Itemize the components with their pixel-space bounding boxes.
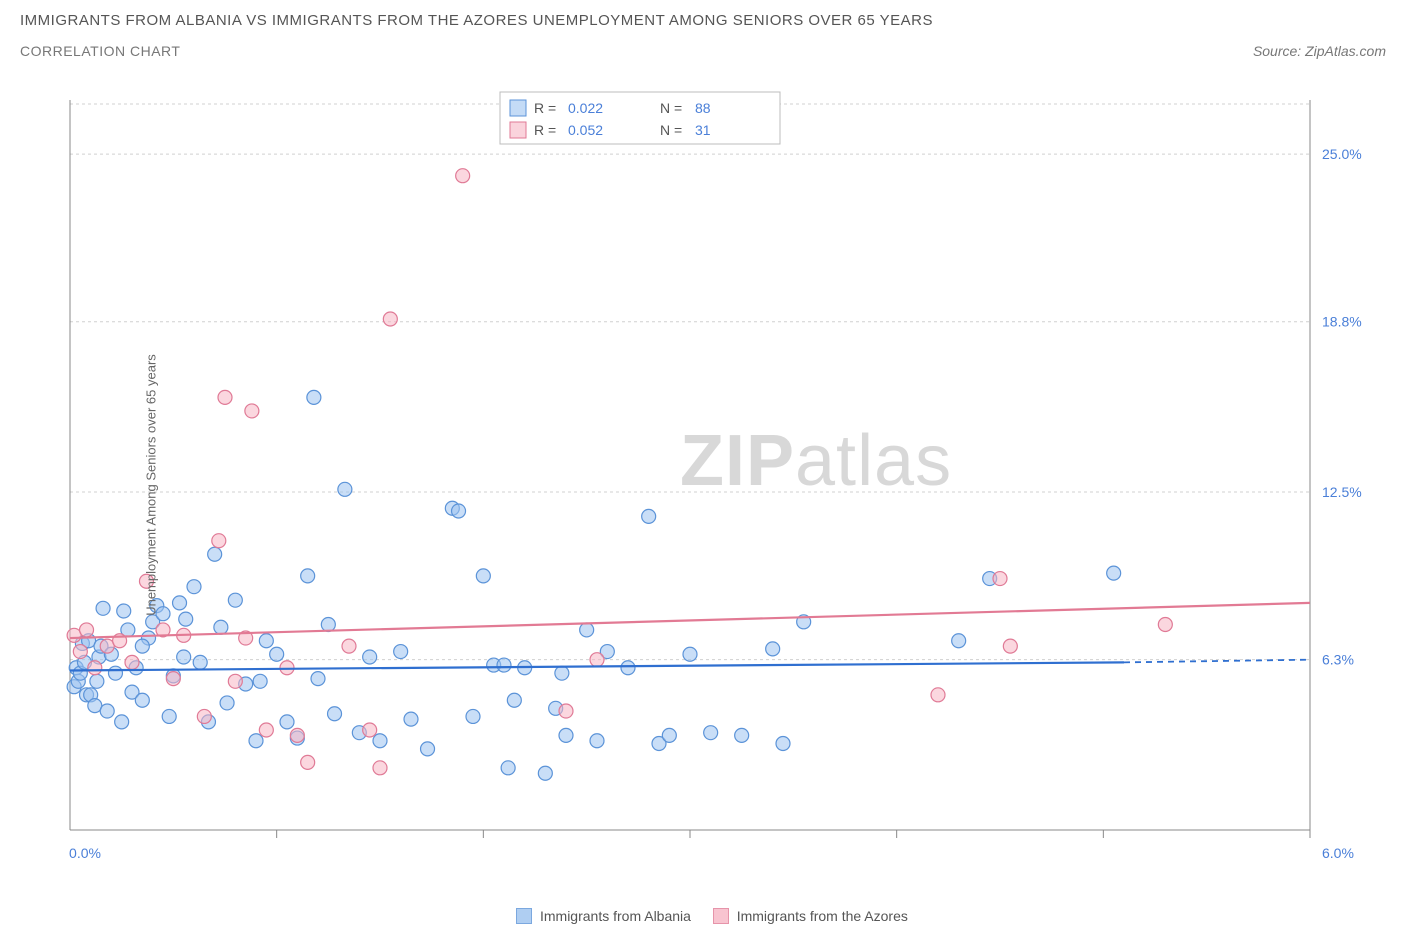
svg-text:N =: N = — [660, 122, 682, 138]
svg-text:R =: R = — [534, 122, 556, 138]
svg-text:31: 31 — [695, 122, 711, 138]
svg-text:N =: N = — [660, 100, 682, 116]
svg-text:0.022: 0.022 — [568, 100, 603, 116]
chart-title: IMMIGRANTS FROM ALBANIA VS IMMIGRANTS FR… — [20, 12, 1386, 29]
legend-label-albania: Immigrants from Albania — [540, 908, 691, 924]
svg-text:0.052: 0.052 — [568, 122, 603, 138]
y-axis-label: Unemployment Among Seniors over 65 years — [143, 354, 158, 616]
svg-text:0.0%: 0.0% — [69, 845, 101, 861]
svg-text:6.3%: 6.3% — [1322, 652, 1354, 668]
legend-swatch-albania — [516, 908, 532, 924]
scatter-chart: 6.3% 12.5% 18.8% 25.0% 0.0% 6.0% R = 0.022 N = 88… — [60, 90, 1380, 880]
svg-text:R =: R = — [534, 100, 556, 116]
source-label: Source: ZipAtlas.com — [1253, 43, 1386, 59]
svg-text:88: 88 — [695, 100, 711, 116]
svg-text:25.0%: 25.0% — [1322, 146, 1362, 162]
svg-text:6.0%: 6.0% — [1322, 845, 1354, 861]
svg-text:18.8%: 18.8% — [1322, 314, 1362, 330]
bottom-legend: Immigrants from Albania Immigrants from … — [0, 908, 1406, 924]
legend-label-azores: Immigrants from the Azores — [737, 908, 908, 924]
svg-text:12.5%: 12.5% — [1322, 484, 1362, 500]
legend-swatch-azores — [713, 908, 729, 924]
chart-subtitle: CORRELATION CHART — [20, 43, 180, 59]
chart-area: Unemployment Among Seniors over 65 years… — [60, 90, 1380, 880]
